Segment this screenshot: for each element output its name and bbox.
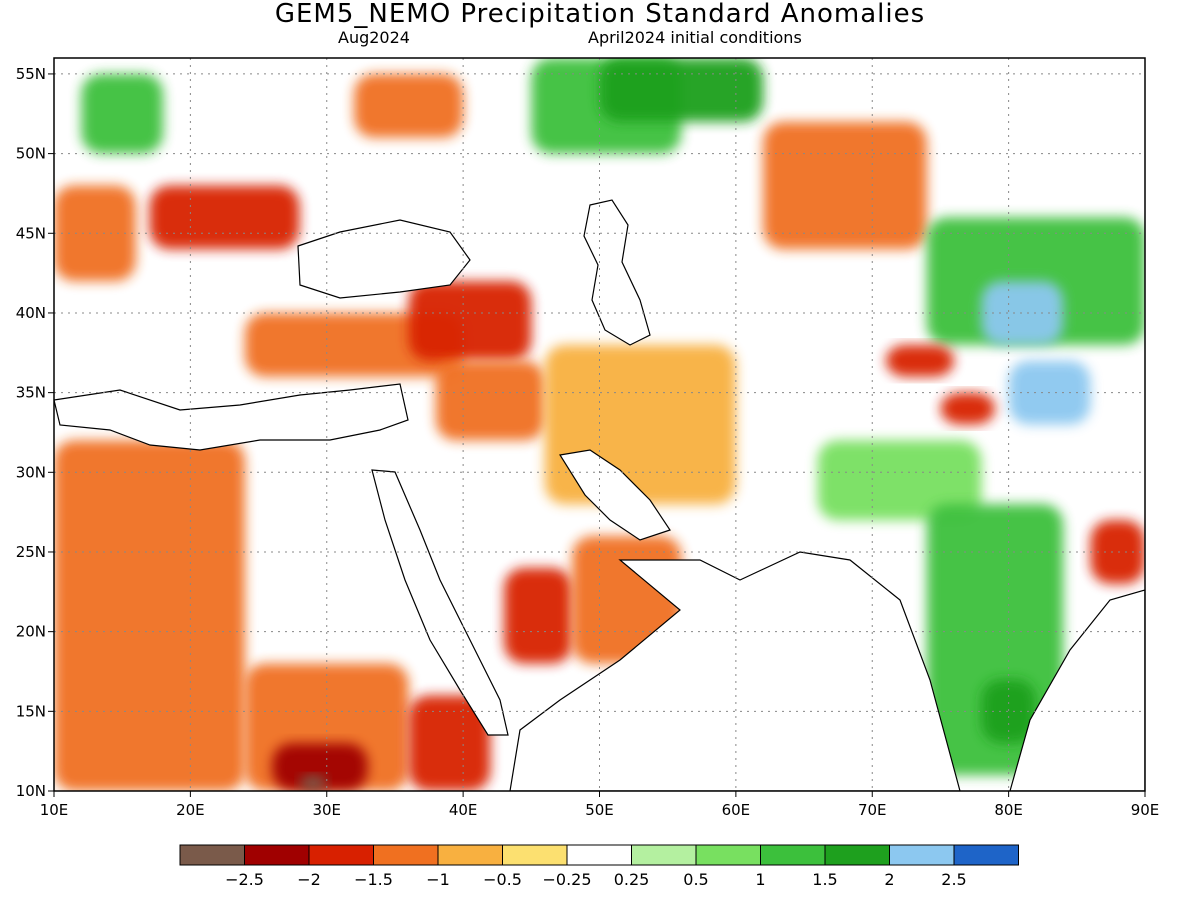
caspian-sea <box>583 199 651 346</box>
anomaly-region-26 <box>1090 520 1145 584</box>
colorbar-swatch <box>308 844 374 866</box>
lat-tick-label: 35N <box>16 384 46 402</box>
valid-month-label: Aug2024 <box>338 28 410 47</box>
initial-conditions-label: April2024 initial conditions <box>588 28 802 47</box>
colorbar-label: 0.5 <box>683 870 708 889</box>
lat-tick-label: 40N <box>16 304 46 322</box>
lat-tick-label: 25N <box>16 543 46 561</box>
colorbar-label: 1 <box>755 870 765 889</box>
colorbar-label: −1.5 <box>354 870 393 889</box>
colorbar-swatch <box>824 844 890 866</box>
colorbar-swatch <box>437 844 503 866</box>
colorbar-swatch <box>502 844 568 866</box>
lon-tick-label: 60E <box>722 801 751 819</box>
colorbar-swatch <box>179 844 245 866</box>
anomaly-region-12 <box>435 360 545 441</box>
lon-tick-label: 30E <box>312 801 341 819</box>
colorbar-label: 1.5 <box>812 870 837 889</box>
anomaly-region-3 <box>354 73 464 138</box>
lon-tick-label: 80E <box>994 801 1023 819</box>
bay-of-bengal <box>1009 589 1145 791</box>
longitude-ticks: 10E 20E 30E 40E 50E 60E 70E 80E 90E <box>40 791 1160 819</box>
anomaly-region-2 <box>81 73 164 154</box>
anomaly-region-5 <box>599 58 764 122</box>
colorbar: −2.5 −2 −1.5 −1 −0.5 −0.25 0.25 0.5 1 1.5 2 2.5 <box>179 844 1019 889</box>
lat-tick-label: 20N <box>16 623 46 641</box>
anomaly-region-22 <box>885 344 955 377</box>
colorbar-swatch <box>244 844 310 866</box>
colorbar-label: −1 <box>426 870 450 889</box>
lat-tick-label: 55N <box>16 65 46 83</box>
lon-tick-label: 20E <box>176 801 205 819</box>
anomaly-region-6 <box>763 121 927 250</box>
lat-tick-label: 15N <box>16 702 46 720</box>
anomaly-region-17 <box>299 775 327 791</box>
lat-tick-label: 30N <box>16 463 46 481</box>
anomaly-region-19 <box>504 567 573 664</box>
red-sea <box>371 469 509 736</box>
lon-tick-label: 10E <box>40 801 69 819</box>
colorbar-label: −2 <box>297 870 321 889</box>
black-sea <box>297 219 471 299</box>
anomaly-region-8 <box>981 281 1064 345</box>
anomaly-region-18 <box>408 695 491 791</box>
colorbar-swatch <box>695 844 761 866</box>
colorbar-label: −0.5 <box>483 870 522 889</box>
anomaly-region-0 <box>54 185 136 282</box>
colorbar-label: −0.25 <box>542 870 591 889</box>
mediterranean-sea <box>54 383 409 451</box>
lon-tick-label: 40E <box>449 801 478 819</box>
colorbar-swatch <box>566 844 632 866</box>
anomaly-region-21 <box>817 440 982 521</box>
colorbar-swatch <box>953 844 1019 866</box>
arabian-sea <box>509 551 961 791</box>
anomaly-region-11 <box>408 281 532 361</box>
colorbar-label: 2.5 <box>941 870 966 889</box>
lat-tick-label: 10N <box>16 782 46 800</box>
anomaly-region-25 <box>981 679 1036 744</box>
map-title: GEM5_NEMO Precipitation Standard Anomali… <box>274 0 926 29</box>
coastlines <box>54 199 1145 791</box>
lon-tick-label: 90E <box>1131 801 1160 819</box>
colorbar-label: 2 <box>884 870 894 889</box>
latitude-ticks: 55N 50N 45N 40N 35N 30N 25N 20N 15N 10N <box>16 65 54 800</box>
anomaly-field <box>54 58 1145 791</box>
anomaly-region-13 <box>544 344 736 505</box>
colorbar-swatch <box>760 844 826 866</box>
anomaly-region-14 <box>54 440 245 791</box>
colorbar-label: 0.25 <box>614 870 650 889</box>
colorbar-swatch <box>631 844 697 866</box>
lon-tick-label: 70E <box>858 801 887 819</box>
lat-tick-label: 45N <box>16 224 46 242</box>
colorbar-label: −2.5 <box>225 870 264 889</box>
lat-tick-label: 50N <box>16 145 46 163</box>
anomaly-region-16 <box>272 743 368 791</box>
lon-tick-label: 50E <box>585 801 614 819</box>
anomaly-region-23 <box>940 392 995 425</box>
gridlines <box>54 58 1145 791</box>
anomaly-region-1 <box>149 185 300 250</box>
colorbar-swatch <box>889 844 955 866</box>
colorbar-swatch <box>373 844 439 866</box>
